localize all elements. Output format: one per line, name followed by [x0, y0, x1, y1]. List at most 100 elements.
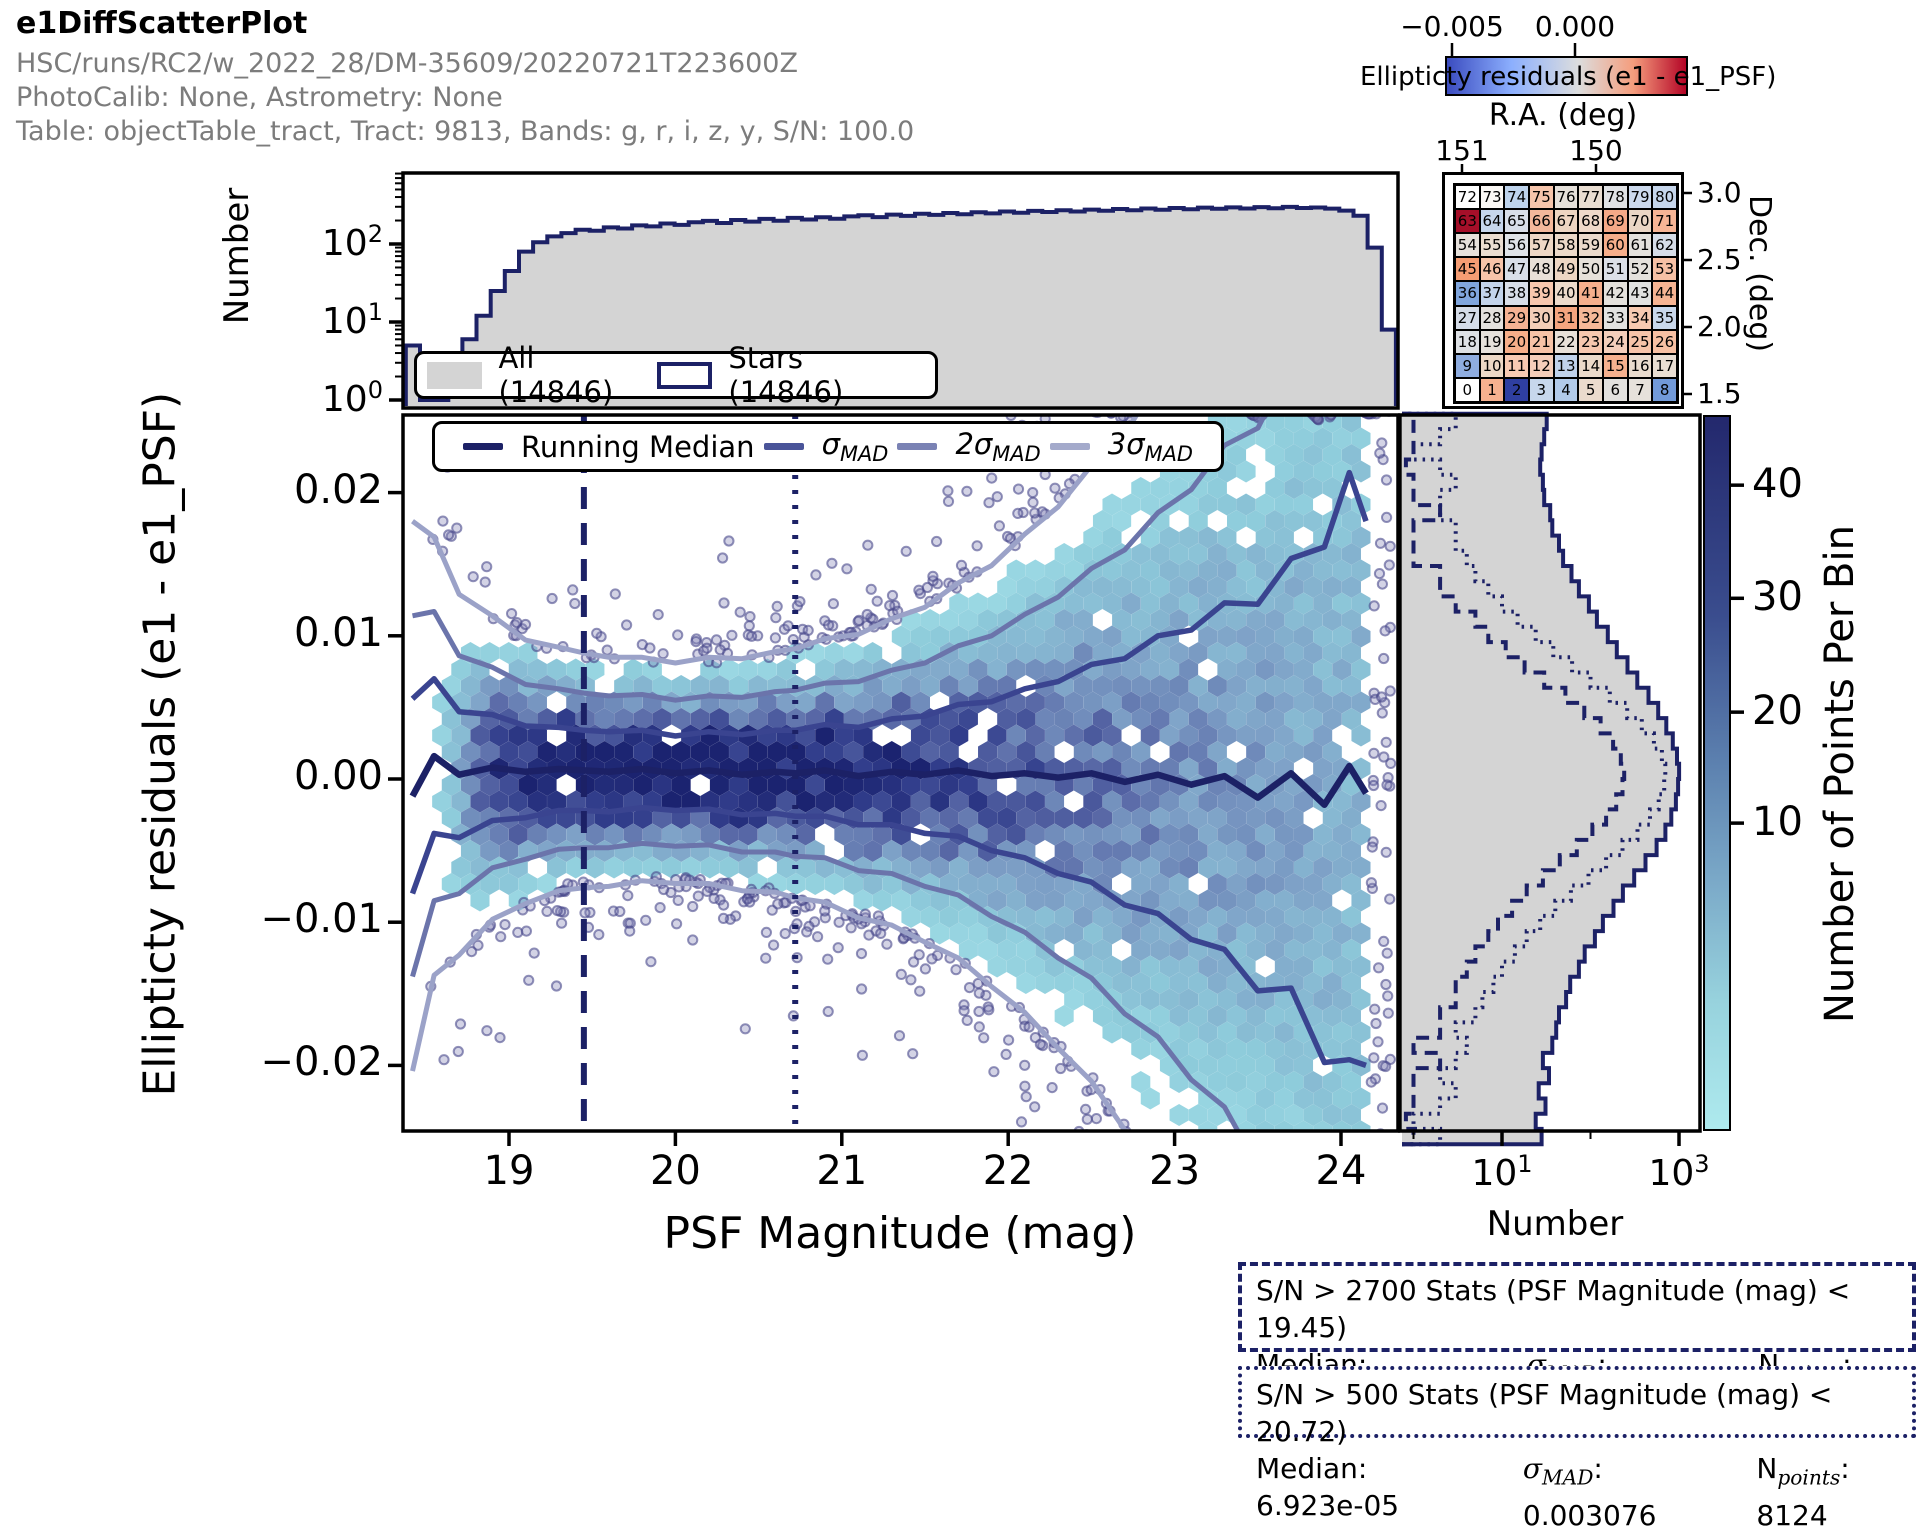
sky-cell-30: 30: [1528, 305, 1554, 330]
sky-cell-57: 57: [1528, 233, 1554, 258]
sky-cell-9: 9: [1455, 353, 1480, 378]
main-x-axis-label: PSF Magnitude (mag): [663, 1208, 1137, 1259]
main-legend-label: Running Median: [521, 429, 755, 464]
main-plot: [409, 415, 1397, 1131]
sky-cell-52: 52: [1627, 257, 1653, 282]
sky-cell-79: 79: [1627, 185, 1653, 210]
sky-cell-16: 16: [1627, 353, 1653, 378]
sky-cell-27: 27: [1455, 305, 1480, 330]
sky-cell-54: 54: [1455, 233, 1480, 258]
skymap-colorbar-label: Ellipticty residuals (e1 - e1_PSF): [1360, 62, 1777, 92]
main-legend-item-1: σMAD: [763, 427, 889, 466]
sky-cell-22: 22: [1553, 329, 1579, 354]
main-ytick: 0.02: [293, 466, 383, 513]
right-histogram: [1402, 411, 1682, 1147]
sky-cell-55: 55: [1479, 233, 1505, 258]
sky-cell-23: 23: [1578, 329, 1603, 354]
sigma-envelope-upper: [410, 469, 1369, 739]
sky-cell-71: 71: [1652, 209, 1677, 234]
main-legend-label: σMAD: [821, 427, 889, 466]
sky-cell-12: 12: [1528, 353, 1554, 378]
right-hist-sn2700-dashed: [1402, 411, 1627, 1147]
sky-cell-8: 8: [1652, 377, 1677, 402]
skymap-dec-tick: 2.5: [1697, 243, 1742, 276]
all-fill-swatch: [427, 361, 483, 389]
top-legend-item-0: All (14846): [427, 341, 657, 409]
main-legend-item-2: 2σMAD: [897, 427, 1041, 466]
sky-cell-64: 64: [1479, 209, 1505, 234]
sky-cell-13: 13: [1553, 353, 1579, 378]
right-hist-xtick: 101: [1471, 1150, 1533, 1194]
sky-cell-6: 6: [1602, 377, 1628, 402]
sky-cell-78: 78: [1602, 185, 1628, 210]
right-hist-x-axis-label: Number: [1486, 1204, 1624, 1244]
main-plot-spine: [401, 413, 1400, 1133]
sky-cell-5: 5: [1578, 377, 1603, 402]
sky-cell-74: 74: [1504, 185, 1529, 210]
sky-cell-42: 42: [1602, 281, 1628, 306]
sky-cell-77: 77: [1578, 185, 1603, 210]
top-hist-ytick: 102: [321, 220, 383, 264]
skymap-dec-tick: 3.0: [1697, 176, 1742, 209]
sky-cell-28: 28: [1479, 305, 1505, 330]
skymap-colorbar: [1445, 56, 1688, 96]
stars-outline-swatch: [656, 361, 713, 389]
sky-cell-31: 31: [1553, 305, 1579, 330]
sky-cell-58: 58: [1553, 233, 1579, 258]
sky-cell-67: 67: [1553, 209, 1579, 234]
main-legend-item-0: Running Median: [463, 430, 755, 464]
main-legend-item-3: 3σMAD: [1049, 427, 1193, 466]
running-median-line: [409, 752, 1369, 809]
hexbin-layer: [432, 415, 1371, 1131]
legend-line-swatch: [897, 442, 938, 450]
sky-cell-46: 46: [1479, 257, 1505, 282]
top-hist-spine: [401, 171, 1400, 410]
sky-cell-61: 61: [1627, 233, 1653, 258]
skymap-dec-tick: 1.5: [1697, 377, 1742, 410]
skymap-dec-axis-label: Dec. (deg): [1742, 195, 1777, 353]
main-ytick: 0.00: [293, 753, 383, 799]
right-hist-spine: [1398, 413, 1702, 1133]
sky-cell-48: 48: [1528, 257, 1554, 282]
sky-cell-14: 14: [1578, 353, 1603, 378]
page-title: e1DiffScatterPlot: [16, 6, 308, 41]
sky-cell-50: 50: [1578, 257, 1603, 282]
main-xtick: 23: [1149, 1148, 1201, 1194]
sky-cell-29: 29: [1504, 305, 1529, 330]
right-hist-xtick: 103: [1648, 1150, 1710, 1194]
density-cbar-tick: 20: [1752, 688, 1803, 735]
sky-cell-49: 49: [1553, 257, 1579, 282]
sky-cell-21: 21: [1528, 329, 1554, 354]
sky-cell-7: 7: [1627, 377, 1653, 402]
stats-box-sn2700: S/N > 2700 Stats (PSF Magnitude (mag) < …: [1238, 1262, 1916, 1428]
top-hist-y-axis-label: Number: [217, 187, 257, 325]
sky-cell-20: 20: [1504, 329, 1529, 354]
skymap-panel: 72 73 74 75 76 77 78 79 80 63 64 65 66 67 68 69 70 71 54 55…: [1442, 172, 1684, 409]
main-ytick: −0.02: [260, 1039, 383, 1086]
density-colorbar: [1703, 415, 1731, 1131]
sky-cell-10: 10: [1479, 353, 1505, 378]
sky-cell-45: 45: [1455, 257, 1480, 282]
sky-cell-33: 33: [1602, 305, 1628, 330]
sky-cell-17: 17: [1652, 353, 1677, 378]
sigma-envelope-lower: [410, 840, 1241, 1131]
skymap-ra-axis-label: R.A. (deg): [1488, 98, 1638, 133]
right-hist-all-outline: [1402, 411, 1682, 1147]
sky-cell-60: 60: [1602, 233, 1628, 258]
sky-cell-51: 51: [1602, 257, 1628, 282]
main-xtick: 24: [1315, 1148, 1367, 1194]
sky-cell-39: 39: [1528, 281, 1554, 306]
stats-title: S/N > 2700 Stats (PSF Magnitude (mag) < …: [1256, 1274, 1851, 1344]
sky-cell-70: 70: [1627, 209, 1653, 234]
sky-cell-11: 11: [1504, 353, 1529, 378]
skymap-cbar-tick-neg: −0.005: [1400, 10, 1504, 43]
sky-cell-4: 4: [1553, 377, 1579, 402]
top-hist-stars-outline: [403, 204, 1398, 407]
skymap-grid: 72 73 74 75 76 77 78 79 80 63 64 65 66 67 68 69 70 71 54 55…: [1453, 183, 1679, 404]
main-legend-label: 3σMAD: [1107, 427, 1193, 466]
sky-cell-1: 1: [1479, 377, 1505, 402]
header-table-line: Table: objectTable_tract, Tract: 9813, B…: [16, 116, 915, 147]
sky-cell-26: 26: [1652, 329, 1677, 354]
main-plot-legend: Running Median σMAD 2σMAD 3σMAD: [432, 421, 1224, 472]
sky-cell-41: 41: [1578, 281, 1603, 306]
